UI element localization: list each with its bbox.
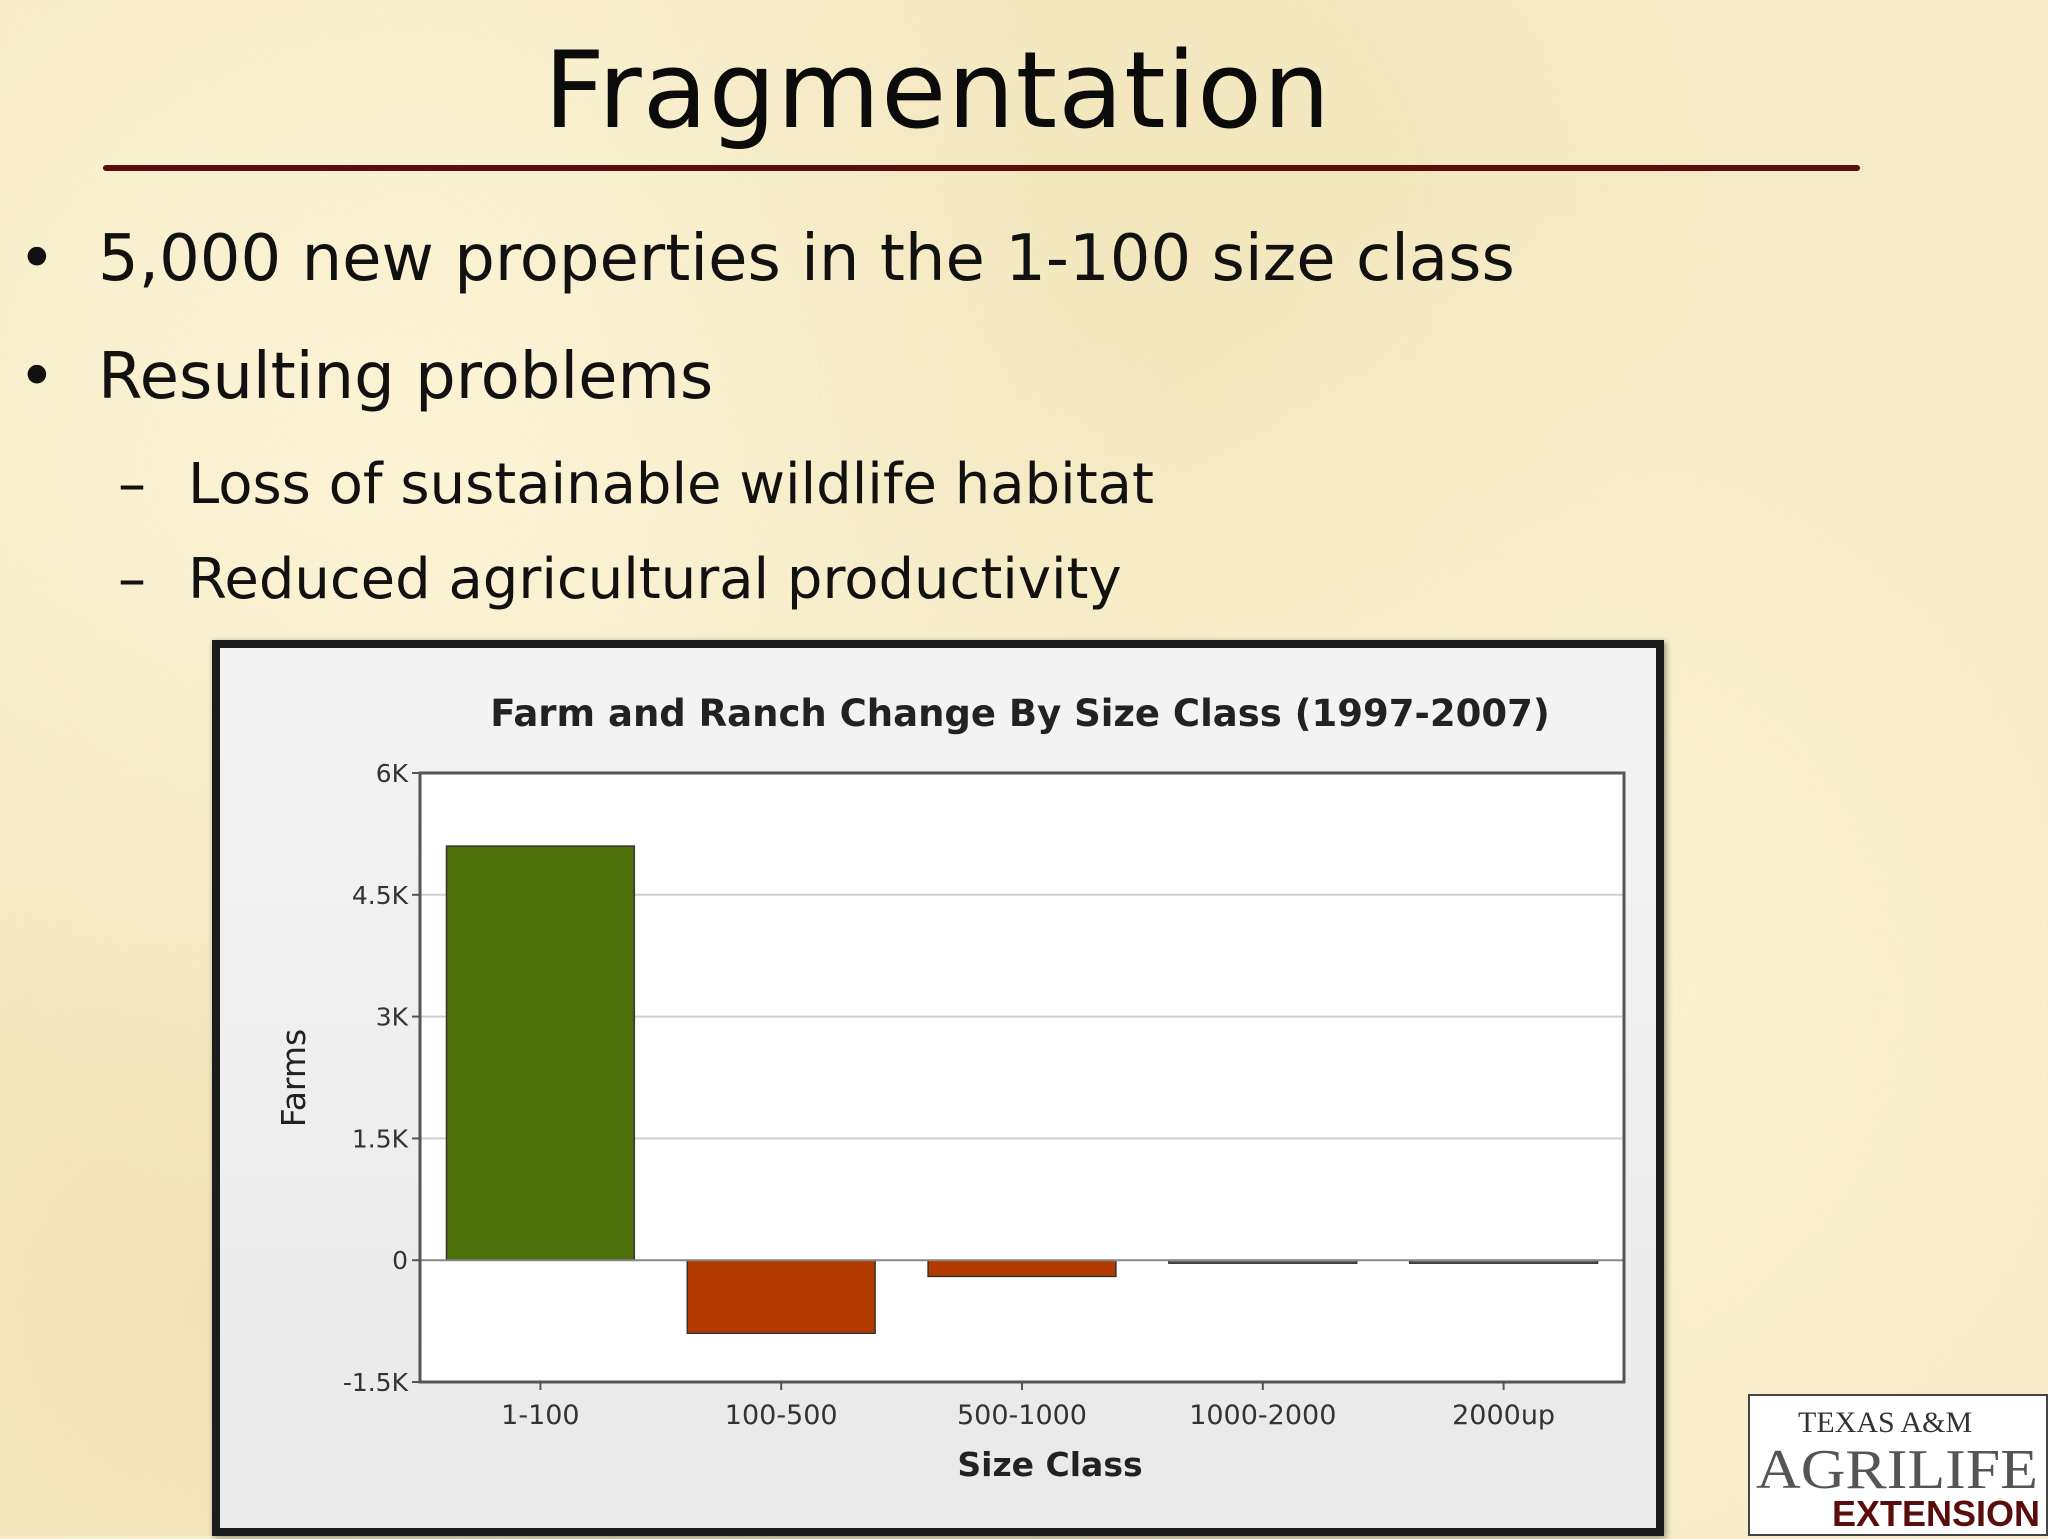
sub-bullet-item: – Loss of sustainable wildlife habitat — [118, 452, 1154, 517]
sub-bullet-dash: – — [118, 547, 146, 612]
slide-title: Fragmentation — [543, 29, 1332, 152]
x-tick-label: 1000-2000 — [1189, 1400, 1336, 1431]
x-axis-label: Size Class — [957, 1445, 1142, 1484]
bar-1-100 — [445, 845, 636, 1261]
y-tick-label: 0 — [392, 1246, 408, 1275]
bullet-item: • Resulting problems — [18, 340, 713, 414]
x-tick-label: 500-1000 — [957, 1400, 1087, 1431]
bullet-item: • 5,000 new properties in the 1-100 size… — [18, 222, 1515, 296]
x-tick-label: 1-100 — [501, 1400, 579, 1431]
sub-bullet-text: Reduced agricultural productivity — [188, 547, 1122, 612]
bar-500-1000 — [927, 1259, 1117, 1278]
bar-chart: Farm and Ranch Change By Size Class (199… — [274, 692, 1626, 1484]
agrilife-logo: TEXAS A&M AGRILIFE EXTENSION — [1748, 1394, 2048, 1536]
bars — [445, 845, 1599, 1335]
y-tick-label: 4.5K — [352, 881, 409, 910]
chart-frame: Farm and Ranch Change By Size Class (199… — [212, 640, 1664, 1536]
chart-panel: Farm and Ranch Change By Size Class (199… — [220, 648, 1656, 1528]
logo-line-3: EXTENSION — [1832, 1493, 2040, 1534]
logo-line-2: AGRILIFE — [1756, 1439, 2038, 1501]
bullet-dot: • — [18, 222, 56, 296]
y-axis-label: Farms — [274, 1029, 313, 1128]
bullet-dot: • — [18, 340, 56, 414]
chart-title: Farm and Ranch Change By Size Class (199… — [490, 692, 1550, 735]
sub-bullet-dash: – — [118, 452, 146, 517]
title-divider — [103, 165, 1860, 171]
bullet-text: 5,000 new properties in the 1-100 size c… — [98, 222, 1515, 296]
y-tick-label: 1.5K — [352, 1124, 409, 1153]
y-axis-ticks: -1.5K 0 1.5K 3K 4.5K 6K — [343, 759, 420, 1397]
x-axis-ticks: 1-100 100-500 500-1000 1000-2000 2000up — [501, 1382, 1555, 1431]
bar-100-500 — [686, 1259, 876, 1335]
y-tick-label: 6K — [376, 759, 409, 788]
sub-bullet-text: Loss of sustainable wildlife habitat — [188, 452, 1154, 517]
sub-bullet-item: – Reduced agricultural productivity — [118, 547, 1122, 612]
agrilife-logo-mark: TEXAS A&M AGRILIFE EXTENSION — [1756, 1406, 2040, 1534]
y-tick-label: 3K — [376, 1003, 409, 1032]
bullet-text: Resulting problems — [98, 340, 714, 414]
x-tick-label: 2000up — [1452, 1400, 1555, 1431]
x-tick-label: 100-500 — [725, 1400, 838, 1431]
y-tick-label: -1.5K — [343, 1368, 409, 1397]
logo-line-1: TEXAS A&M — [1798, 1406, 1972, 1439]
